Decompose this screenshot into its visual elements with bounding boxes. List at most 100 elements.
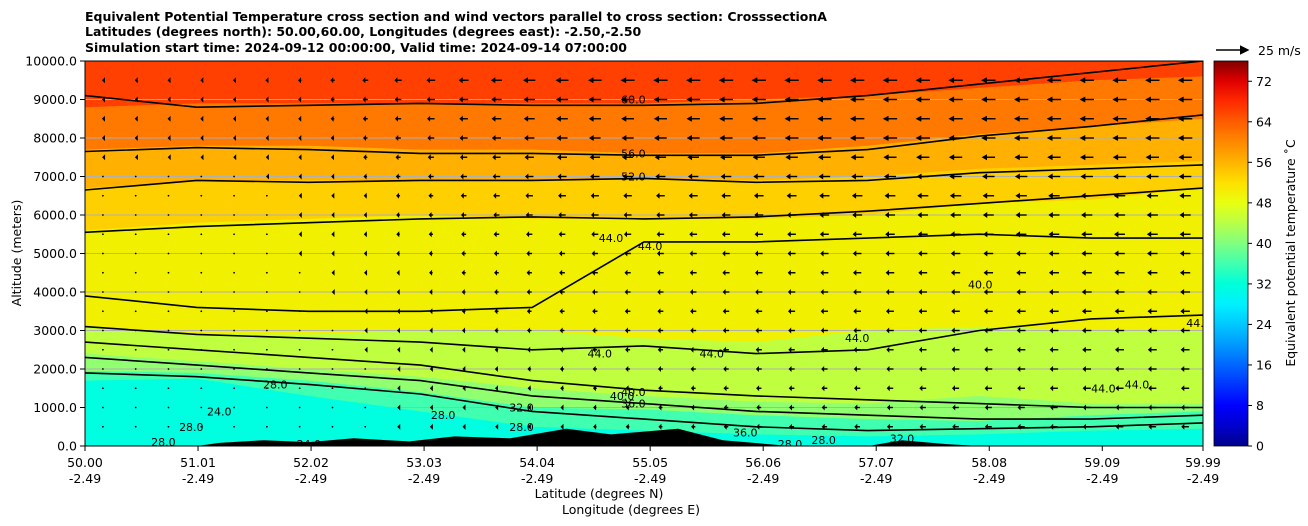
wind-vector-head — [495, 385, 499, 392]
wind-vector-head — [623, 231, 627, 238]
wind-vector-head — [396, 192, 400, 199]
wind-vector-head — [526, 289, 530, 295]
wind-vector-head — [689, 250, 693, 257]
x-tick-label-lon: -2.49 — [1086, 471, 1118, 486]
wind-vector-head — [624, 289, 628, 295]
wind-vector-head — [751, 96, 758, 103]
wind-vector-head — [396, 231, 400, 238]
wind-vector-head — [1147, 308, 1152, 315]
wind-vector-head — [821, 346, 825, 353]
wind-vector-head — [363, 154, 367, 161]
wind-vector — [265, 368, 268, 370]
colorbar-tick-label: 64 — [1256, 114, 1272, 129]
wind-vector-head — [591, 212, 595, 218]
wind-vector — [265, 406, 268, 409]
wind-vector-head — [1180, 366, 1185, 372]
wind-vector-head — [1178, 173, 1184, 180]
wind-vector — [134, 368, 137, 370]
wind-vector-head — [1081, 308, 1086, 315]
wind-vector — [233, 425, 235, 428]
wind-vector-head — [982, 173, 988, 180]
wind-vector-head — [1114, 250, 1119, 257]
chart-title-line-2: Latitudes (degrees north): 50.00,60.00, … — [85, 24, 642, 39]
wind-vector-head — [753, 173, 758, 180]
wind-vector — [331, 406, 334, 409]
wind-vector-head — [755, 289, 759, 295]
wind-vector-head — [1048, 212, 1053, 218]
wind-vector-head — [1148, 385, 1152, 392]
wind-vector-head — [1146, 192, 1152, 199]
wind-vector — [102, 310, 104, 313]
wind-vector-head — [624, 269, 628, 276]
wind-vector-head — [134, 115, 138, 122]
contour-36.0 — [85, 341, 1203, 409]
colorbar-scale — [1213, 60, 1249, 447]
wind-vector-head — [950, 231, 955, 238]
x-tick-label-lat: 57.07 — [858, 455, 894, 470]
y-tick-label: 8000.0 — [33, 131, 77, 146]
contour-label: 44.0 — [638, 240, 663, 253]
wind-vector-head — [624, 327, 628, 334]
contour-56.0 — [85, 114, 1203, 157]
wind-vector-head — [1081, 269, 1086, 276]
wind-vector — [298, 310, 301, 313]
wind-vector-head — [849, 96, 856, 103]
wind-vector-head — [394, 115, 398, 122]
wind-vector-head — [720, 154, 725, 161]
wind-vector-head — [364, 327, 368, 334]
wind-vector-head — [526, 231, 530, 238]
wind-vector-head — [1113, 173, 1119, 180]
wind-vector-head — [849, 77, 856, 84]
contour-label: 36.0 — [621, 398, 646, 411]
wind-vector-head — [460, 154, 464, 161]
x-tick-label-lat: 54.04 — [519, 455, 555, 470]
wind-vector-head — [592, 308, 596, 315]
wind-vector-head — [821, 404, 825, 411]
wind-vector-head — [919, 385, 923, 392]
wind-vector-head — [984, 346, 988, 353]
wind-vector-head — [527, 366, 531, 372]
wind-vector-head — [559, 346, 563, 353]
wind-vector-head — [720, 173, 725, 180]
wind-vector-head — [395, 173, 399, 180]
wind-vector — [331, 387, 334, 390]
wind-vector — [167, 348, 170, 351]
wind-vector-head — [298, 231, 302, 238]
wind-vector-head — [490, 77, 496, 84]
wind-vector-head — [657, 366, 661, 372]
wind-vector-head — [657, 289, 661, 295]
wind-vector-head — [1048, 192, 1053, 199]
wind-vector-head — [1114, 327, 1119, 334]
wind-vector-head — [461, 250, 465, 257]
wind-vector-head — [948, 77, 955, 84]
x-tick-label-lat: 59.99 — [1185, 455, 1221, 470]
wind-vector-head — [849, 135, 856, 141]
wind-vector-head — [588, 96, 594, 103]
wind-vector-head — [1081, 289, 1086, 295]
wind-vector-head — [167, 77, 171, 84]
wind-vector-head — [656, 250, 660, 257]
wind-vector-head — [917, 212, 922, 218]
contour-label: 44.0 — [1091, 382, 1116, 395]
wind-vector-head — [558, 231, 562, 238]
wind-vector-head — [1079, 115, 1086, 122]
wind-vector-head — [917, 231, 922, 238]
wind-vector-head — [491, 96, 496, 103]
colorbar: 0 8 16 24 32 40 48 56 64 72 Equivalent potential … — [1213, 60, 1298, 454]
wind-vector — [265, 387, 268, 390]
wind-vector-head — [752, 135, 758, 141]
wind-vector-head — [1114, 289, 1119, 295]
wind-vector-head — [723, 366, 727, 372]
wind-vector-head — [786, 212, 791, 218]
wind-vector-head — [462, 346, 466, 353]
x-tick-label-lon: -2.49 — [408, 471, 440, 486]
wind-vector-head — [592, 366, 596, 372]
wind-vector-head — [919, 366, 923, 372]
wind-vector-head — [1082, 346, 1086, 353]
wind-vector-head — [721, 231, 726, 238]
wind-vector-head — [723, 423, 727, 430]
wind-vector-head — [1114, 269, 1119, 276]
wind-vector-head — [916, 173, 922, 180]
wind-vector-head — [330, 115, 334, 122]
wind-vector-head — [685, 77, 692, 84]
